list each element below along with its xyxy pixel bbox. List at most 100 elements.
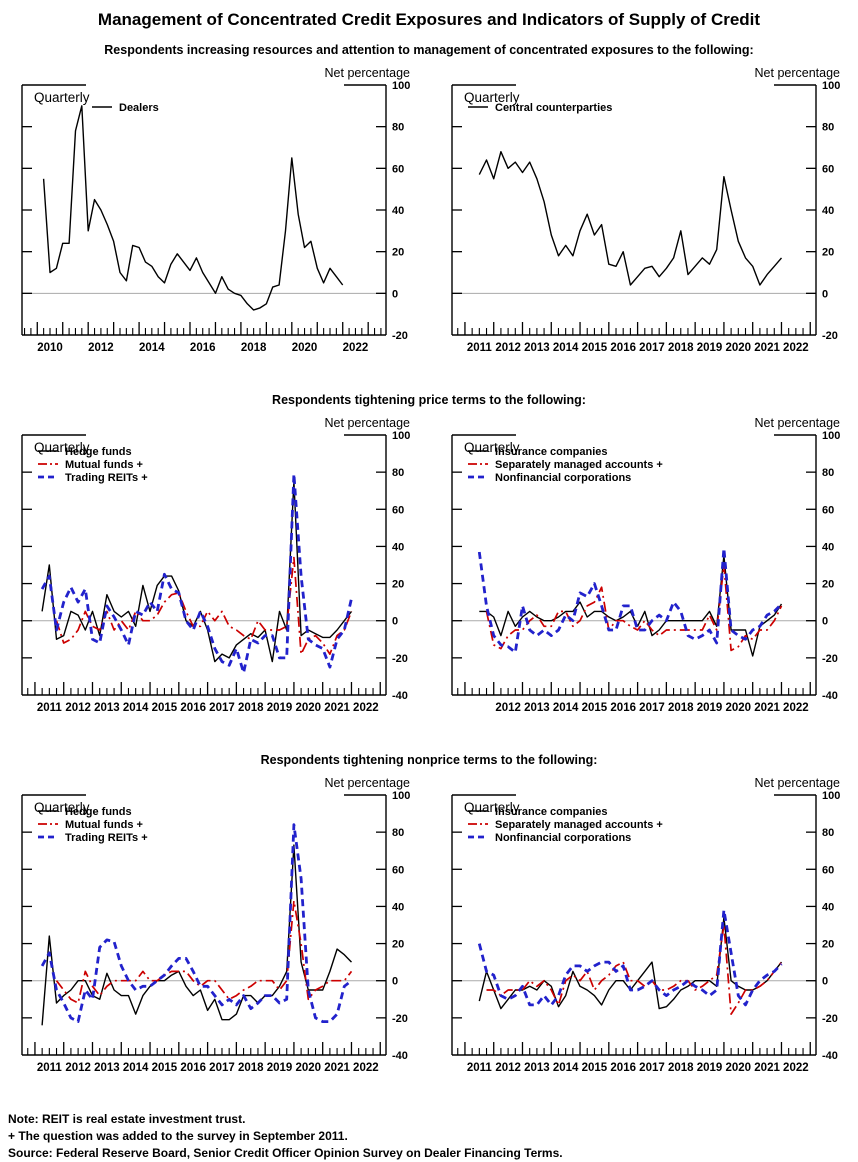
svg-text:2017: 2017 xyxy=(209,702,235,714)
svg-text:2015: 2015 xyxy=(152,702,178,714)
note-reit: Note: REIT is real estate investment tru… xyxy=(8,1112,246,1126)
svg-text:100: 100 xyxy=(392,430,410,442)
chart-row-1: -20 0 20 40 60 80 100 2010 2012 2014 2016 2018 2020 2… xyxy=(0,59,858,369)
section-heading-price-terms: Respondents tightening price terms to th… xyxy=(272,393,586,407)
svg-text:2021: 2021 xyxy=(754,1062,780,1074)
svg-text:Hedge funds: Hedge funds xyxy=(65,806,132,818)
svg-text:40: 40 xyxy=(822,205,834,217)
svg-text:2013: 2013 xyxy=(524,702,550,714)
svg-text:Trading REITs +: Trading REITs + xyxy=(65,472,148,484)
svg-text:0: 0 xyxy=(392,288,398,300)
svg-text:Trading REITs +: Trading REITs + xyxy=(65,832,148,844)
svg-text:2019: 2019 xyxy=(697,342,723,354)
svg-text:2018: 2018 xyxy=(668,702,694,714)
svg-text:-20: -20 xyxy=(392,653,408,665)
svg-text:2016: 2016 xyxy=(610,1062,636,1074)
svg-text:0: 0 xyxy=(392,616,398,628)
svg-text:2018: 2018 xyxy=(668,1062,694,1074)
dealers-chart-canvas: -20 0 20 40 60 80 100 2010 2012 2014 2016 2018 2020 2… xyxy=(21,66,411,354)
svg-text:100: 100 xyxy=(822,430,840,442)
svg-text:20: 20 xyxy=(392,247,404,259)
svg-text:2022: 2022 xyxy=(783,702,809,714)
svg-text:60: 60 xyxy=(392,504,404,516)
svg-text:2021: 2021 xyxy=(324,702,350,714)
svg-text:Dealers: Dealers xyxy=(119,102,159,114)
svg-text:40: 40 xyxy=(822,541,834,553)
svg-text:2012: 2012 xyxy=(88,342,114,354)
svg-text:2014: 2014 xyxy=(553,1062,579,1074)
svg-text:Separately managed accounts +: Separately managed accounts + xyxy=(495,819,663,831)
svg-text:2018: 2018 xyxy=(238,702,264,714)
svg-text:2016: 2016 xyxy=(180,1062,206,1074)
svg-text:Nonfinancial corporations: Nonfinancial corporations xyxy=(495,832,631,844)
svg-text:Hedge funds: Hedge funds xyxy=(65,446,132,458)
svg-text:2015: 2015 xyxy=(582,702,608,714)
svg-text:-40: -40 xyxy=(822,1050,838,1062)
chart-dealers: -20 0 20 40 60 80 100 2010 2012 2014 2016 2018 2020 2… xyxy=(14,59,414,369)
svg-text:Insurance companies: Insurance companies xyxy=(495,446,608,458)
svg-text:2012: 2012 xyxy=(495,702,521,714)
svg-text:2013: 2013 xyxy=(94,702,120,714)
svg-text:60: 60 xyxy=(822,864,834,876)
svg-text:Net percentage: Net percentage xyxy=(325,66,411,80)
svg-text:60: 60 xyxy=(822,163,834,175)
svg-text:-20: -20 xyxy=(822,330,838,342)
note-plus: + The question was added to the survey i… xyxy=(8,1129,348,1143)
svg-text:2017: 2017 xyxy=(639,1062,665,1074)
svg-text:2021: 2021 xyxy=(754,702,780,714)
svg-text:Net percentage: Net percentage xyxy=(325,776,411,790)
section-heading-concentrated-exposures: Respondents increasing resources and att… xyxy=(104,43,754,57)
svg-text:2017: 2017 xyxy=(639,342,665,354)
svg-text:2013: 2013 xyxy=(94,1062,120,1074)
svg-text:2014: 2014 xyxy=(553,342,579,354)
svg-text:20: 20 xyxy=(822,579,834,591)
svg-text:Insurance companies: Insurance companies xyxy=(495,806,608,818)
svg-text:100: 100 xyxy=(822,80,840,92)
svg-text:Net percentage: Net percentage xyxy=(325,416,411,430)
svg-text:100: 100 xyxy=(822,790,840,802)
svg-text:2022: 2022 xyxy=(783,1062,809,1074)
svg-text:80: 80 xyxy=(392,827,404,839)
svg-text:2015: 2015 xyxy=(582,1062,608,1074)
svg-text:20: 20 xyxy=(392,939,404,951)
chart-central-counterparties: -20 0 20 40 60 80 100 2011 2012 2013 2014 2015 2016 2… xyxy=(444,59,844,369)
chart-nonprice-terms-funds: -40 -20 0 20 40 60 80 100 2011 2012 2013 2014 2015 20… xyxy=(14,769,414,1089)
svg-text:-20: -20 xyxy=(392,1013,408,1025)
svg-text:-20: -20 xyxy=(822,1013,838,1025)
svg-text:2014: 2014 xyxy=(123,702,149,714)
svg-text:2012: 2012 xyxy=(65,1062,91,1074)
svg-text:2014: 2014 xyxy=(553,702,579,714)
chart-price-terms-funds: -40 -20 0 20 40 60 80 100 2011 2012 2013 2014 2015 20… xyxy=(14,409,414,729)
svg-text:2015: 2015 xyxy=(582,342,608,354)
chart-price-terms-institutions: -40 -20 0 20 40 60 80 100 2012 2013 2014 2015 2016 20… xyxy=(444,409,844,729)
svg-text:2016: 2016 xyxy=(190,342,216,354)
svg-text:2019: 2019 xyxy=(697,702,723,714)
svg-text:2021: 2021 xyxy=(754,342,780,354)
svg-text:2012: 2012 xyxy=(65,702,91,714)
svg-text:2013: 2013 xyxy=(524,342,550,354)
svg-text:2020: 2020 xyxy=(296,702,322,714)
svg-text:60: 60 xyxy=(392,864,404,876)
svg-text:-20: -20 xyxy=(392,330,408,342)
svg-text:40: 40 xyxy=(822,901,834,913)
svg-text:80: 80 xyxy=(392,467,404,479)
svg-text:20: 20 xyxy=(822,247,834,259)
svg-text:-40: -40 xyxy=(392,1050,408,1062)
svg-text:0: 0 xyxy=(822,976,828,988)
svg-text:2011: 2011 xyxy=(467,342,493,354)
svg-text:-40: -40 xyxy=(392,690,408,702)
svg-text:2013: 2013 xyxy=(524,1062,550,1074)
page-title: Management of Concentrated Credit Exposu… xyxy=(97,10,761,29)
svg-text:2019: 2019 xyxy=(267,702,293,714)
svg-text:2022: 2022 xyxy=(353,702,379,714)
svg-text:2018: 2018 xyxy=(241,342,267,354)
svg-text:-40: -40 xyxy=(822,690,838,702)
svg-text:Mutual funds +: Mutual funds + xyxy=(65,819,143,831)
svg-text:40: 40 xyxy=(392,541,404,553)
chart-row-3: -40 -20 0 20 40 60 80 100 2011 2012 2013 2014 2015 20… xyxy=(0,769,858,1089)
svg-text:Central counterparties: Central counterparties xyxy=(495,102,612,114)
